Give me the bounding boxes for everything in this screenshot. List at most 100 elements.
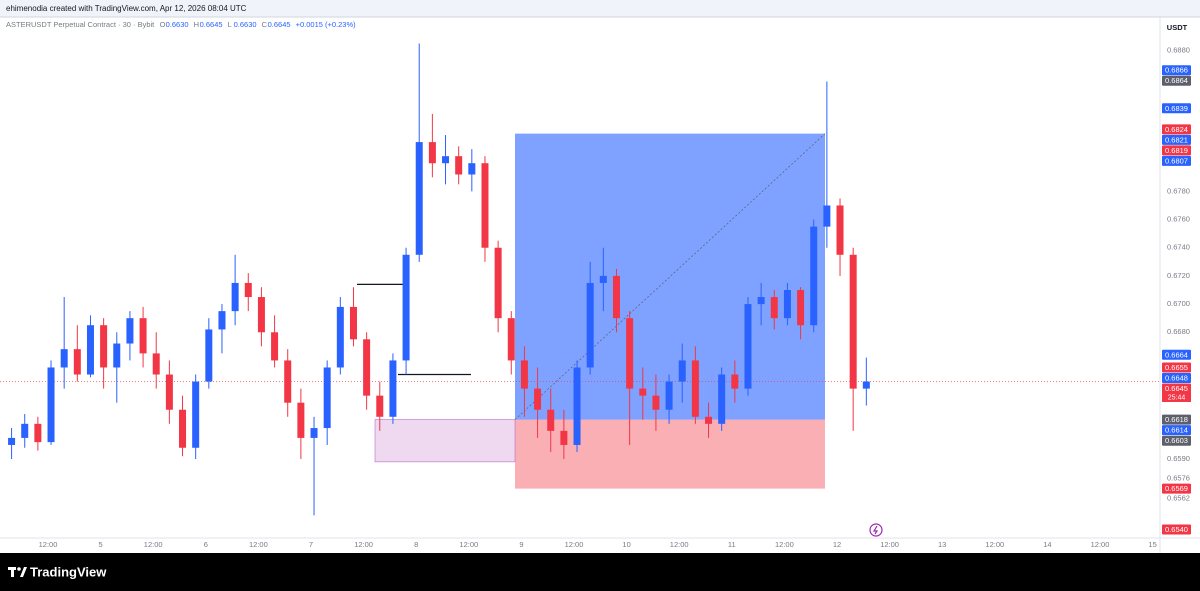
y-tick-label: 0.6780 [1167, 186, 1190, 195]
price-tag-label: 0.6603 [1165, 436, 1188, 445]
candle-body [86, 325, 94, 375]
credit: ehimenodia created with TradingView.com,… [6, 4, 247, 13]
price-tag [1162, 103, 1191, 114]
countdown-tag [1162, 392, 1191, 402]
candle-body [586, 282, 594, 368]
candle-body [205, 329, 213, 382]
candle-body [507, 318, 515, 361]
y-tick-label: 0.6740 [1167, 243, 1190, 252]
candle-body [652, 395, 660, 410]
y-tick-label: 0.6700 [1167, 299, 1190, 308]
candle-body [34, 423, 42, 443]
candle-body [757, 297, 765, 305]
logo [8, 567, 27, 577]
x-tick-label: 12:00 [144, 540, 163, 549]
price-tag-label: 0.6664 [1165, 350, 1188, 359]
price-tag-label: 0.6839 [1165, 104, 1188, 113]
price-tag [1162, 425, 1191, 436]
price-tag [1162, 362, 1191, 373]
candle-body [481, 163, 489, 248]
price-tag [1162, 124, 1191, 135]
candle-body [152, 353, 160, 375]
candle-body [665, 381, 673, 410]
y-tick-label: 0.6880 [1167, 46, 1190, 55]
y-tick-label: 0.6590 [1167, 454, 1190, 463]
top-bar [0, 0, 1200, 17]
y-tick-label: 0.6760 [1167, 215, 1190, 224]
candle-body [691, 360, 699, 417]
price-tag-label: 0.6648 [1165, 373, 1188, 382]
x-tick-label: 6 [204, 540, 208, 549]
y-tick-label: 0.6576 [1167, 474, 1190, 483]
candle-body [626, 318, 634, 389]
x-tick-label: 15 [1148, 540, 1156, 549]
zone [374, 419, 516, 463]
legend-value: 0.6630 [166, 20, 189, 29]
brand: TradingView [30, 564, 107, 579]
candle-body [599, 275, 607, 283]
candle-body [297, 402, 305, 438]
x-tick-label: 13 [938, 540, 946, 549]
legend-key: L [228, 20, 232, 29]
footer [0, 553, 1200, 591]
candle-body [73, 349, 81, 375]
candle-body [455, 156, 463, 175]
x-tick-label: 14 [1043, 540, 1051, 549]
candle-body [428, 142, 436, 164]
x-tick-label: 12:00 [354, 540, 373, 549]
candle-body [179, 409, 187, 448]
x-tick-label: 12 [833, 540, 841, 549]
price-tag [1162, 145, 1191, 156]
x-tick-label: 11 [728, 540, 736, 549]
price-tag [1162, 372, 1191, 383]
candle-body [612, 275, 620, 319]
x-tick-label: 12:00 [249, 540, 268, 549]
legend-value: 0.6645 [268, 20, 291, 29]
candle-body [126, 318, 134, 344]
legend-key: O [160, 20, 166, 29]
candle-body [402, 254, 410, 361]
x-tick-label: 7 [309, 540, 313, 549]
candle-body [349, 306, 357, 340]
candle-body [678, 360, 686, 382]
candle-body [336, 306, 344, 368]
candle-body [47, 367, 55, 443]
candle-body [744, 304, 752, 389]
price-tag [1162, 134, 1191, 145]
price-tag-label: 0.6540 [1165, 525, 1188, 534]
candle-body [573, 367, 581, 445]
y-tick-label: 0.6720 [1167, 271, 1190, 280]
price-tag [1162, 65, 1191, 76]
price-tag-label: 0.6614 [1165, 426, 1188, 435]
candle-body [731, 374, 739, 389]
candle-body [323, 367, 331, 429]
x-tick-label: 12:00 [1091, 540, 1110, 549]
candle-body [639, 388, 647, 396]
candle-body [8, 437, 16, 445]
price-tag [1162, 435, 1191, 446]
x-tick-label: 12:00 [880, 540, 899, 549]
candle-body [165, 374, 173, 410]
countdown: 25:44 [1168, 394, 1186, 401]
symbol: ASTERUSDT Perpetual Contract · 30 · Bybi… [6, 20, 155, 29]
price-tag-label: 0.6618 [1165, 415, 1188, 424]
candle-body [547, 409, 555, 431]
x-tick-label: 10 [622, 540, 630, 549]
price-tag-label: 0.6821 [1165, 135, 1188, 144]
candle-body [862, 381, 870, 389]
candle-body [560, 430, 568, 445]
event-icon [869, 523, 883, 537]
x-tick-label: 9 [519, 540, 523, 549]
x-tick-label: 12:00 [565, 540, 584, 549]
x-tick-label: 12:00 [985, 540, 1004, 549]
price-tag [1162, 524, 1191, 535]
candle-body [534, 388, 542, 410]
candle-body [113, 343, 121, 368]
legend-value: 0.6645 [200, 20, 223, 29]
candle-body [770, 297, 778, 319]
price-tag-label: 0.6655 [1165, 363, 1188, 372]
price-tag-label: 0.6807 [1165, 156, 1188, 165]
candle-body [284, 360, 292, 403]
candle-body [231, 282, 239, 312]
